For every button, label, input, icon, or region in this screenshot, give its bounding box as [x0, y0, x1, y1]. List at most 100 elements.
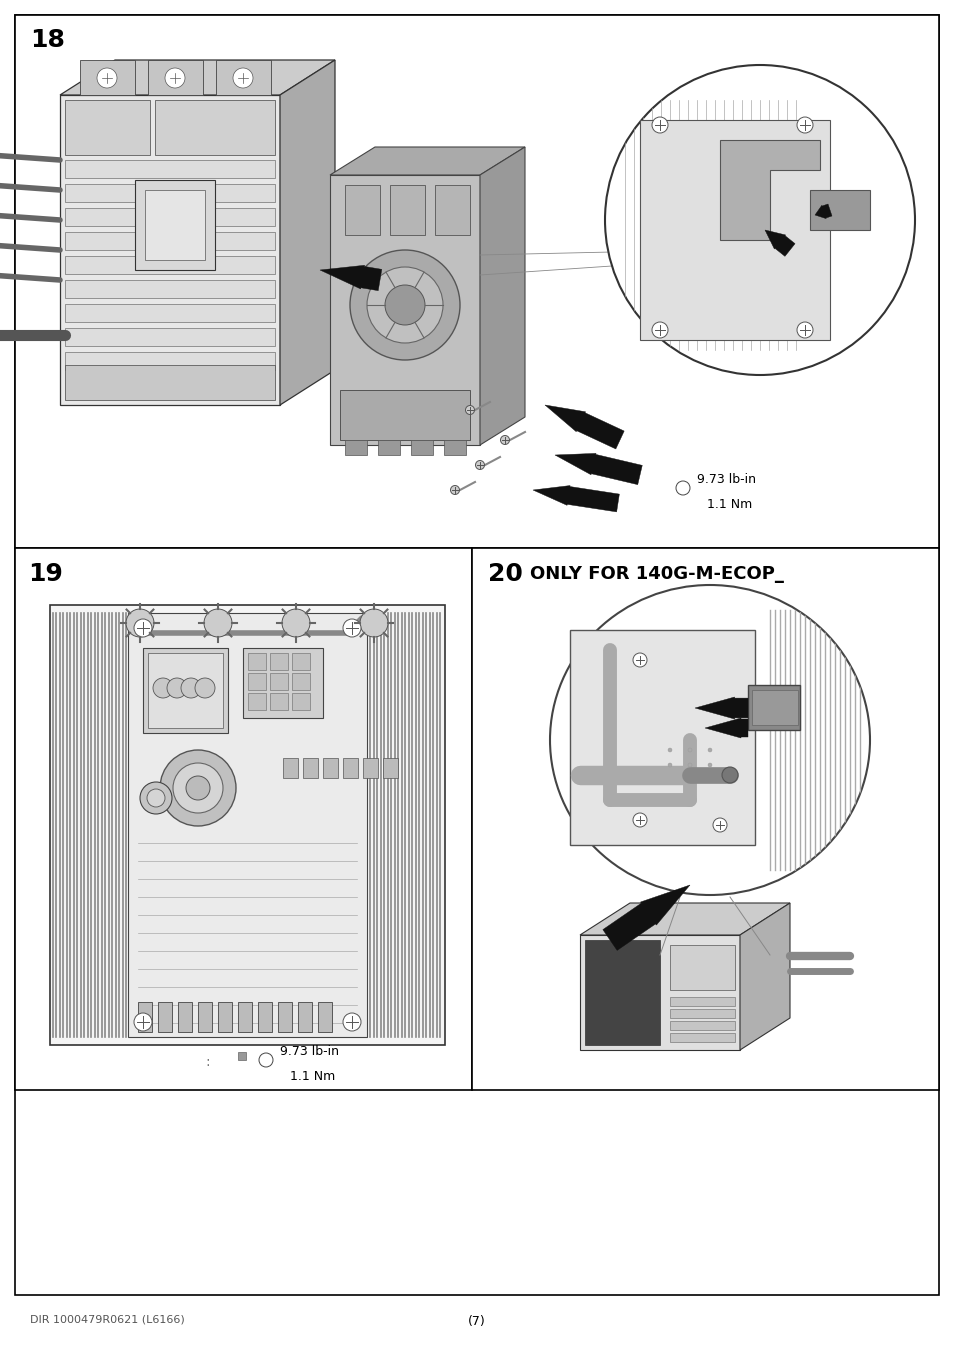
Bar	[50, 605, 444, 1045]
Bar	[339, 390, 470, 440]
Bar	[270, 653, 288, 670]
Circle shape	[359, 609, 388, 637]
Bar	[390, 185, 424, 235]
Circle shape	[282, 609, 310, 637]
Ellipse shape	[604, 65, 914, 375]
Bar	[248, 674, 266, 690]
Circle shape	[475, 460, 484, 470]
Bar	[292, 693, 310, 710]
Bar	[323, 757, 337, 778]
Polygon shape	[740, 903, 789, 1050]
Polygon shape	[695, 697, 747, 720]
Bar	[15, 548, 472, 1089]
Circle shape	[97, 68, 117, 88]
Text: :: :	[206, 1054, 210, 1069]
Circle shape	[633, 653, 646, 667]
Bar	[143, 648, 228, 733]
Circle shape	[687, 748, 691, 752]
Bar	[65, 232, 274, 250]
Bar	[257, 1002, 272, 1031]
Bar	[178, 1002, 192, 1031]
Bar	[747, 684, 800, 730]
Bar	[443, 440, 465, 455]
Polygon shape	[704, 718, 747, 738]
Circle shape	[165, 68, 185, 88]
Bar	[809, 190, 869, 230]
Text: DIR 1000479R0621 (L6166): DIR 1000479R0621 (L6166)	[30, 1315, 185, 1324]
Circle shape	[676, 481, 689, 495]
Bar	[135, 180, 214, 270]
Bar	[283, 757, 297, 778]
Text: 9.73 lb-in: 9.73 lb-in	[697, 472, 755, 486]
Circle shape	[633, 813, 646, 828]
Bar	[65, 364, 274, 400]
Circle shape	[172, 763, 223, 813]
Polygon shape	[60, 95, 280, 405]
Bar	[243, 648, 323, 718]
Bar	[292, 674, 310, 690]
Polygon shape	[555, 454, 641, 485]
Circle shape	[687, 763, 691, 767]
Bar	[669, 1021, 734, 1030]
Text: 1.1 Nm: 1.1 Nm	[706, 498, 752, 512]
Bar	[669, 945, 734, 990]
Text: 19: 19	[28, 562, 63, 586]
Bar	[218, 1002, 232, 1031]
Bar	[215, 59, 271, 95]
Circle shape	[651, 117, 667, 134]
Bar	[584, 940, 659, 1045]
Text: ONLY FOR 140G-M-ECOP_: ONLY FOR 140G-M-ECOP_	[530, 566, 783, 583]
Bar	[248, 693, 266, 710]
Bar	[158, 1002, 172, 1031]
Text: (7): (7)	[468, 1315, 485, 1328]
Circle shape	[367, 267, 442, 343]
Bar	[248, 653, 266, 670]
Circle shape	[140, 782, 172, 814]
Bar	[277, 1002, 292, 1031]
Bar	[303, 757, 317, 778]
Circle shape	[796, 117, 812, 134]
Bar	[237, 1052, 246, 1060]
Circle shape	[712, 818, 726, 832]
Bar	[382, 757, 397, 778]
Circle shape	[651, 323, 667, 338]
Bar	[345, 185, 379, 235]
Circle shape	[796, 323, 812, 338]
Bar	[65, 279, 274, 298]
Bar	[65, 184, 274, 202]
Polygon shape	[330, 147, 524, 176]
Circle shape	[152, 678, 172, 698]
Bar	[292, 653, 310, 670]
Bar	[639, 120, 829, 340]
Circle shape	[707, 763, 711, 767]
Ellipse shape	[550, 585, 869, 895]
Circle shape	[160, 751, 235, 826]
Bar	[65, 161, 274, 178]
Bar	[472, 548, 938, 1089]
Circle shape	[181, 678, 201, 698]
Circle shape	[500, 436, 509, 444]
Polygon shape	[602, 886, 689, 950]
Polygon shape	[579, 936, 740, 1050]
Polygon shape	[330, 176, 479, 446]
Text: 18: 18	[30, 28, 65, 53]
Circle shape	[186, 776, 210, 801]
Bar	[317, 1002, 332, 1031]
Circle shape	[126, 609, 153, 637]
Circle shape	[450, 486, 459, 494]
Bar	[270, 674, 288, 690]
Bar	[148, 59, 203, 95]
Bar	[128, 613, 367, 1037]
Bar	[669, 998, 734, 1006]
Bar	[569, 630, 754, 845]
Bar	[751, 690, 797, 725]
Bar	[65, 256, 274, 274]
Polygon shape	[533, 486, 618, 512]
Bar	[669, 1033, 734, 1042]
Polygon shape	[479, 147, 524, 446]
Circle shape	[133, 620, 152, 637]
Polygon shape	[579, 903, 789, 936]
Bar	[669, 1008, 734, 1018]
Polygon shape	[60, 59, 335, 95]
Circle shape	[204, 609, 232, 637]
